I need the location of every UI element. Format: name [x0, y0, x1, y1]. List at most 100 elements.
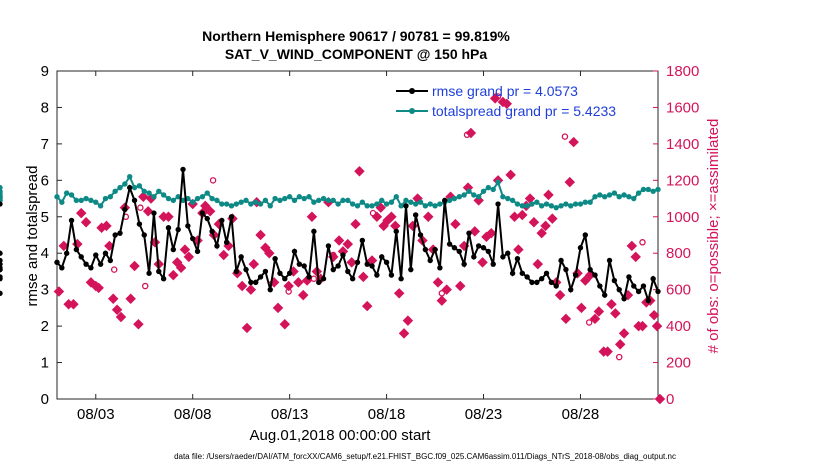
series-point: [136, 221, 143, 227]
series-point: [253, 199, 259, 205]
obs-assimilated-marker: [297, 289, 309, 301]
series-point: [73, 246, 80, 253]
y-tick-label: 3: [41, 282, 49, 299]
y2-tick-label: 1800: [666, 63, 699, 80]
obs-assimilated-marker: [393, 288, 405, 299]
series-point: [102, 195, 109, 202]
obs-assimilated-marker: [241, 322, 253, 334]
obs-assimilated-marker: [245, 284, 257, 295]
series-point: [306, 194, 312, 200]
series-point: [621, 296, 627, 302]
obs-possible-marker: [615, 353, 623, 361]
series-point: [0, 250, 3, 256]
obs-assimilated-marker: [576, 302, 587, 314]
series-point: [471, 254, 477, 260]
series-point: [538, 203, 545, 209]
series-point: [340, 252, 346, 258]
series-point: [170, 197, 177, 204]
x-tick-label: 08/13: [271, 406, 309, 423]
series-point: [374, 272, 380, 278]
series-point: [408, 266, 414, 273]
series-point: [471, 192, 477, 198]
obs-assimilated-marker: [547, 213, 558, 224]
obs-assimilated-marker: [358, 271, 369, 283]
series-point: [282, 276, 288, 282]
series-point: [282, 195, 288, 202]
series-point: [107, 194, 114, 200]
series-point: [257, 274, 264, 280]
series-point: [548, 279, 555, 286]
obs-possible-marker: [141, 282, 149, 290]
series-point: [112, 188, 118, 194]
series-point: [156, 268, 162, 275]
y-axis-label: rmse and totalspread: [24, 166, 41, 307]
obs-assimilated-marker: [218, 249, 229, 261]
series-point: [500, 194, 506, 200]
obs-assimilated-marker: [200, 200, 211, 212]
y2-tick-label: 1200: [666, 172, 699, 189]
obs-assimilated-marker: [279, 319, 291, 330]
series-point: [204, 190, 210, 196]
obs-assimilated-marker: [532, 258, 544, 270]
series-point: [175, 226, 181, 233]
series-point: [485, 248, 492, 255]
series-point: [475, 194, 482, 200]
series-point: [417, 232, 424, 238]
series-point: [398, 276, 404, 282]
series-point: [316, 197, 322, 204]
obs-assimilated-marker: [637, 320, 648, 332]
series-point: [427, 201, 433, 207]
series-point: [228, 214, 235, 220]
series-point: [592, 194, 598, 200]
series-point: [0, 188, 3, 194]
series-point: [548, 203, 555, 209]
series-point: [592, 272, 598, 278]
series-point: [262, 197, 269, 204]
obs-possible-marker: [561, 133, 569, 140]
series-point: [194, 195, 201, 202]
series-point: [645, 186, 652, 193]
series-point: [345, 197, 351, 204]
series-point: [194, 248, 201, 255]
obs-assimilated-marker: [528, 217, 540, 228]
series-point: [316, 279, 322, 286]
obs-assimilated-marker: [589, 313, 601, 325]
obs-assimilated-marker: [107, 293, 119, 305]
series-point: [626, 194, 632, 200]
series-point: [97, 203, 104, 209]
series-point: [83, 195, 89, 202]
series-point: [141, 232, 147, 238]
series-point: [97, 261, 104, 267]
series-point: [442, 197, 448, 204]
series-point: [131, 197, 138, 204]
obs-assimilated-marker: [183, 251, 195, 263]
x-tick-label: 08/08: [174, 406, 212, 423]
obs-possible-marker: [438, 290, 446, 297]
obs-assimilated-marker: [138, 191, 149, 202]
series-point: [403, 197, 409, 204]
obs-assimilated-marker: [524, 193, 536, 204]
series-point: [349, 276, 356, 282]
series-point: [597, 192, 603, 198]
series-point: [412, 212, 419, 218]
series-point: [456, 194, 462, 200]
obs-assimilated-marker: [306, 211, 318, 223]
series-point: [514, 255, 521, 262]
series-point: [277, 270, 283, 276]
y-tick-label: 6: [41, 172, 49, 189]
series-line: [56, 169, 659, 305]
obs-assimilated-marker: [168, 269, 179, 281]
obs-assimilated-marker: [580, 275, 591, 286]
series-point: [156, 188, 162, 194]
series-point: [238, 199, 244, 205]
obs-assimilated-marker: [626, 240, 638, 252]
series-point: [63, 250, 70, 256]
series-point: [248, 201, 254, 207]
obs-assimilated-marker: [568, 136, 579, 148]
series-point: [611, 277, 618, 284]
series-point: [204, 215, 210, 222]
series-point: [267, 203, 273, 209]
series-point: [529, 201, 535, 207]
series-point: [606, 192, 613, 198]
series-point: [136, 183, 143, 189]
